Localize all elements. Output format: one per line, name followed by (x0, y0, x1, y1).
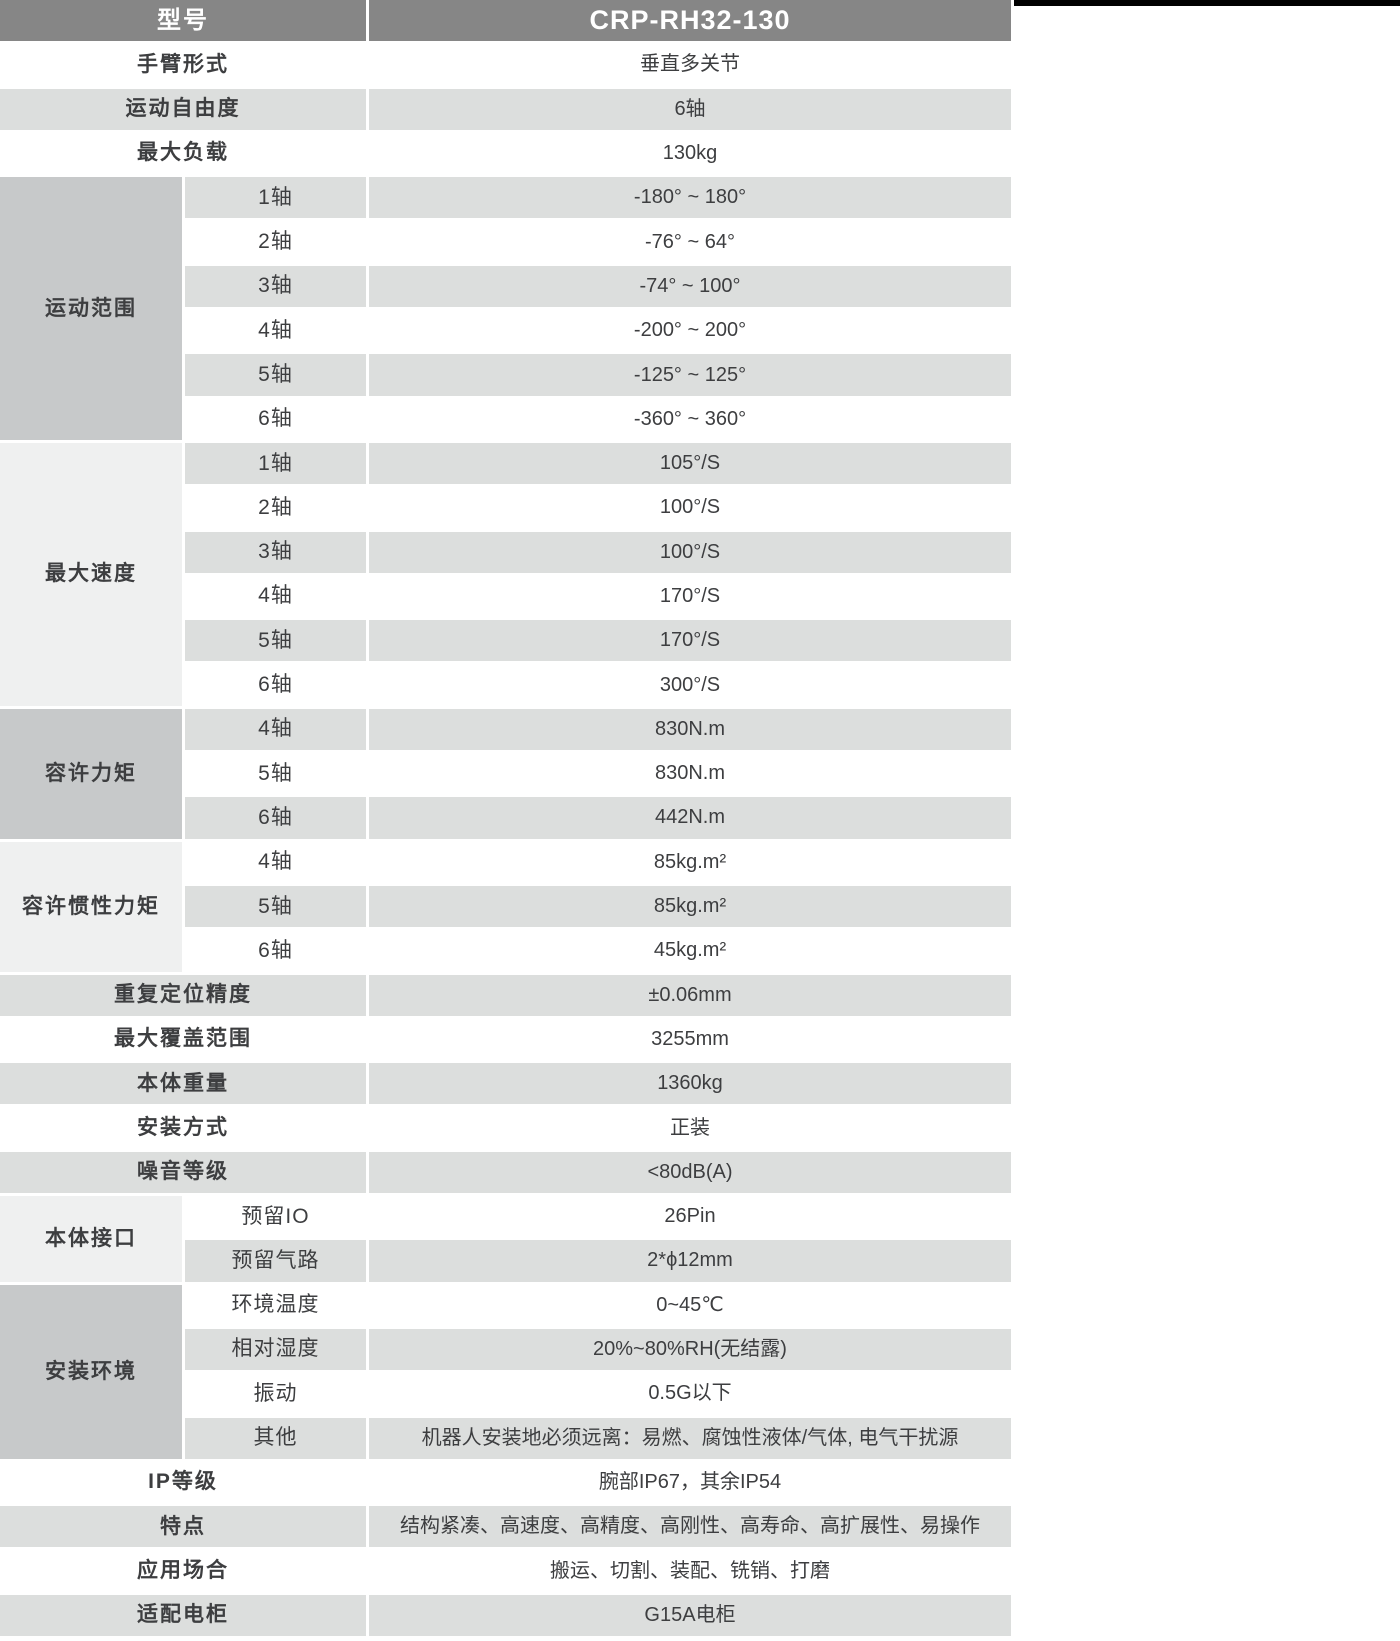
group-label: 本体接口 (0, 1196, 182, 1282)
row-label: 噪音等级 (0, 1151, 366, 1194)
group-label: 容许惯性力矩 (0, 841, 182, 972)
row-value: G15A电柜 (369, 1594, 1011, 1636)
group-label: 安装环境 (0, 1284, 182, 1459)
row-value: 1360kg (369, 1063, 1011, 1105)
group-label: 运动范围 (0, 177, 182, 440)
sub-label: 6轴 (185, 797, 366, 839)
row-label: 特点 (0, 1506, 366, 1548)
sub-label: 5轴 (185, 354, 366, 396)
row-value: 20%~80%RH(无结露) (369, 1328, 1011, 1371)
row-label: 最大覆盖范围 (0, 1018, 366, 1061)
row-value: 机器人安装地必须远离：易燃、腐蚀性液体/气体, 电气干扰源 (369, 1417, 1011, 1459)
row-value: 100°/S (369, 487, 1011, 529)
sub-label: 4轴 (185, 575, 366, 618)
sub-label: 6轴 (185, 664, 366, 706)
sub-label: 2轴 (185, 221, 366, 263)
row-value: 300°/S (369, 664, 1011, 706)
sub-label: 预留气路 (185, 1240, 366, 1282)
sub-label: 1轴 (185, 442, 366, 485)
row-value: 结构紧凑、高速度、高精度、高刚性、高寿命、高扩展性、易操作 (369, 1506, 1011, 1548)
sub-label: 其他 (185, 1417, 366, 1459)
row-value: 26Pin (369, 1196, 1011, 1238)
sub-label: 4轴 (185, 310, 366, 352)
sub-label: 2轴 (185, 487, 366, 529)
row-value: 170°/S (369, 575, 1011, 618)
model-header-value: CRP-RH32-130 (369, 0, 1011, 42)
row-value: 腕部IP67，其余IP54 (369, 1461, 1011, 1504)
sub-label: 预留IO (185, 1196, 366, 1238)
row-value: 830N.m (369, 753, 1011, 795)
row-value: -74° ~ 100° (369, 265, 1011, 308)
spec-table: 型号 CRP-RH32-130 手臂形式 垂直多关节 运动自由度 6轴 最大负载 130kg 运… (0, 0, 1011, 1636)
row-label: 应用场合 (0, 1550, 366, 1592)
top-right-black-bar (1014, 0, 1400, 6)
row-value: 0.5G以下 (369, 1373, 1011, 1415)
sub-label: 5轴 (185, 753, 366, 795)
row-value: 85kg.m² (369, 841, 1011, 883)
sub-label: 3轴 (185, 531, 366, 573)
row-value: 搬运、切割、装配、铣销、打磨 (369, 1550, 1011, 1592)
row-label: 本体重量 (0, 1063, 366, 1105)
group-label: 最大速度 (0, 442, 182, 706)
sub-label: 3轴 (185, 265, 366, 308)
row-value: 130kg (369, 132, 1011, 175)
row-value: 830N.m (369, 708, 1011, 751)
row-value: 442N.m (369, 797, 1011, 839)
row-value: -125° ~ 125° (369, 354, 1011, 396)
row-value: 2*ϕ12mm (369, 1240, 1011, 1282)
row-value: 100°/S (369, 531, 1011, 573)
sub-label: 6轴 (185, 930, 366, 972)
row-value: 105°/S (369, 442, 1011, 485)
row-value: -180° ~ 180° (369, 177, 1011, 219)
row-value: -200° ~ 200° (369, 310, 1011, 352)
row-label: 安装方式 (0, 1107, 366, 1149)
sub-label: 振动 (185, 1373, 366, 1415)
row-value: 6轴 (369, 88, 1011, 130)
sub-label: 4轴 (185, 841, 366, 883)
row-label: 适配电柜 (0, 1594, 366, 1636)
sub-label: 5轴 (185, 885, 366, 928)
row-label: 重复定位精度 (0, 974, 366, 1016)
sub-label: 4轴 (185, 708, 366, 751)
row-value: -76° ~ 64° (369, 221, 1011, 263)
row-label: 手臂形式 (0, 44, 366, 86)
row-value: ±0.06mm (369, 974, 1011, 1016)
sub-label: 环境温度 (185, 1284, 366, 1326)
sub-label: 6轴 (185, 398, 366, 440)
row-value: 170°/S (369, 620, 1011, 662)
row-label: IP等级 (0, 1461, 366, 1504)
model-header-label: 型号 (0, 0, 366, 42)
row-value: 0~45℃ (369, 1284, 1011, 1326)
row-value: 45kg.m² (369, 930, 1011, 972)
row-label: 最大负载 (0, 132, 366, 175)
row-value: 正装 (369, 1107, 1011, 1149)
sub-label: 5轴 (185, 620, 366, 662)
row-label: 运动自由度 (0, 88, 366, 130)
row-value: 85kg.m² (369, 885, 1011, 928)
group-label: 容许力矩 (0, 708, 182, 839)
row-value: 3255mm (369, 1018, 1011, 1061)
row-value: -360° ~ 360° (369, 398, 1011, 440)
row-value: 垂直多关节 (369, 44, 1011, 86)
sub-label: 相对湿度 (185, 1328, 366, 1371)
row-value: <80dB(A) (369, 1151, 1011, 1194)
sub-label: 1轴 (185, 177, 366, 219)
